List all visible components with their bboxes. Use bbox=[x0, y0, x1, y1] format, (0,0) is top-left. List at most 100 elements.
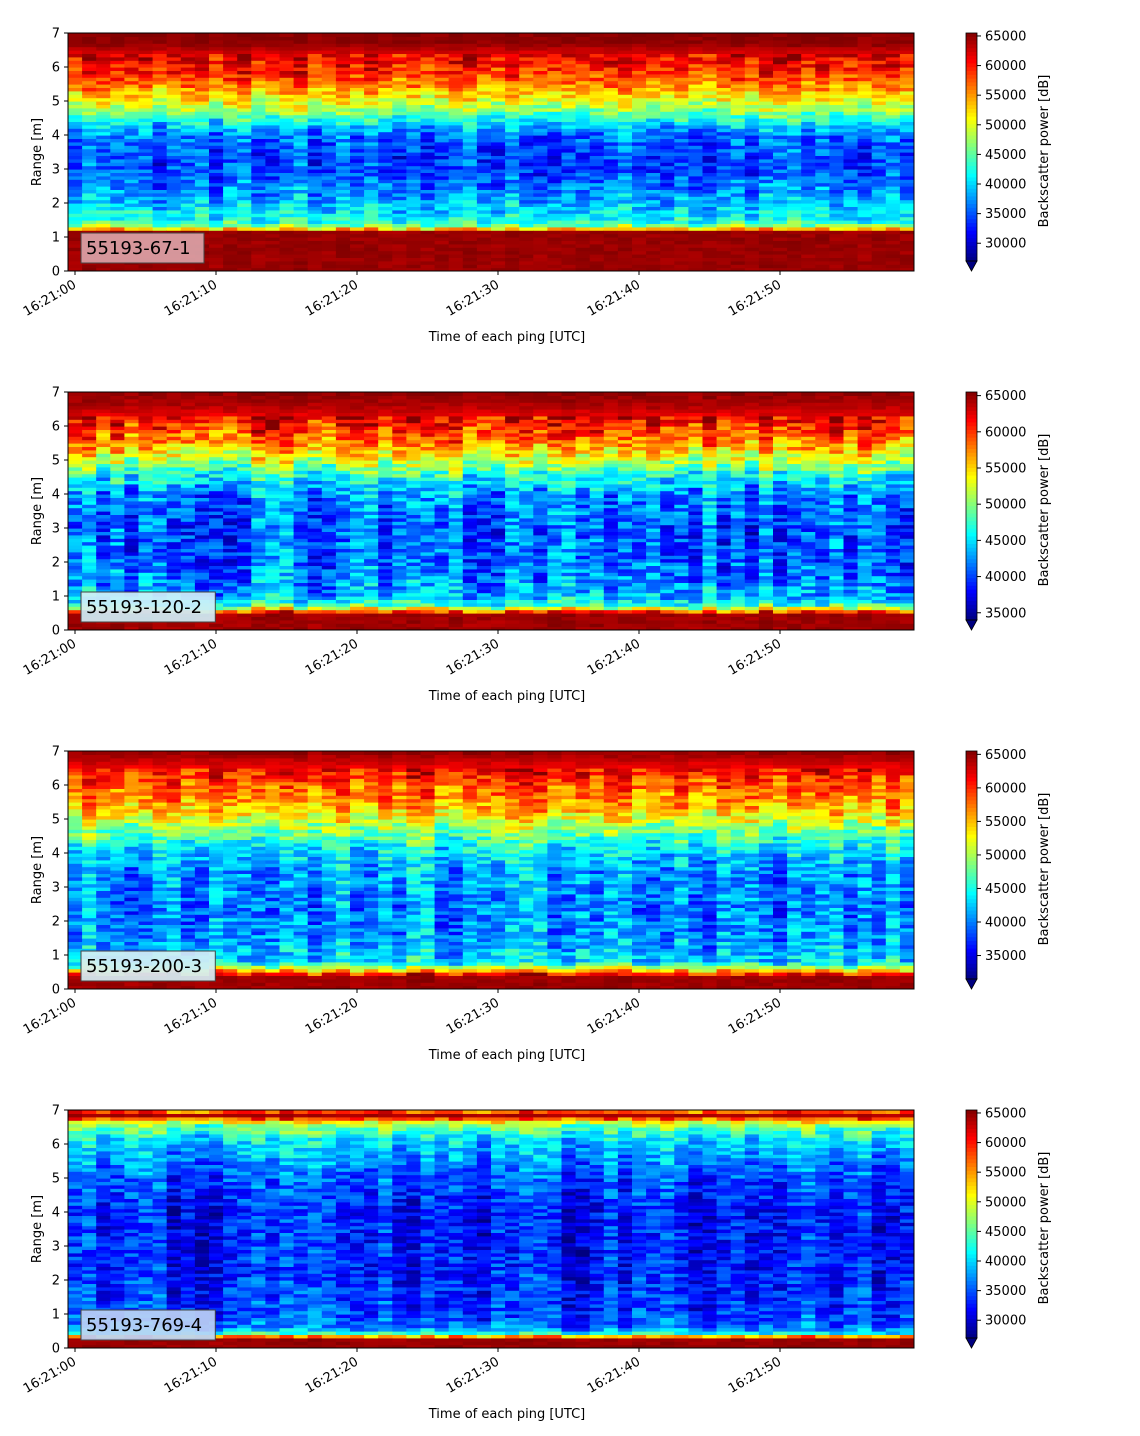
x-tick-label: 16:21:20 bbox=[303, 636, 361, 678]
colorbar-tick-label: 35000 bbox=[985, 606, 1026, 621]
y-tick-label: 2 bbox=[52, 1274, 60, 1289]
colorbar-tick-label: 40000 bbox=[985, 570, 1026, 585]
y-tick-label: 0 bbox=[52, 1342, 60, 1357]
plot-frame bbox=[67, 32, 915, 272]
colorbar-extend-min bbox=[965, 978, 978, 990]
y-axis-label: Range [m] bbox=[30, 118, 45, 186]
colorbar-tick-label: 60000 bbox=[985, 1136, 1026, 1151]
y-tick-label: 4 bbox=[52, 129, 60, 144]
colorbar-tick-label: 65000 bbox=[985, 748, 1026, 763]
x-tick-label: 16:21:10 bbox=[162, 995, 220, 1037]
x-tick-label: 16:21:20 bbox=[303, 277, 361, 319]
y-tick-label: 3 bbox=[52, 163, 60, 178]
y-tick-label: 1 bbox=[52, 231, 60, 246]
x-tick-label: 16:21:00 bbox=[21, 995, 79, 1037]
colorbar-tick-label: 45000 bbox=[985, 882, 1026, 897]
colorbar-tick-label: 35000 bbox=[985, 207, 1026, 222]
colorbar-tick-label: 30000 bbox=[985, 237, 1026, 252]
y-tick-label: 6 bbox=[52, 779, 60, 794]
x-tick-label: 16:21:40 bbox=[585, 995, 643, 1037]
y-tick-label: 7 bbox=[52, 745, 60, 760]
colorbar-tick-label: 65000 bbox=[985, 29, 1026, 44]
colorbar: 35000 40000 45000 50000 55000 60000 65000 Backs… bbox=[965, 748, 1052, 990]
heatmap-cells bbox=[68, 1110, 914, 1348]
panel-4: 0 1 2 3 4 5 6 7 16:21:00 16:21:10 16:21:20 16:21:30… bbox=[21, 1104, 1052, 1423]
heatmap-cells bbox=[68, 33, 914, 271]
colorbar-extend-min bbox=[965, 260, 978, 272]
x-tick-label: 16:21:00 bbox=[21, 636, 79, 678]
x-tick-label: 16:21:40 bbox=[585, 636, 643, 678]
colorbar-label: Backscatter power [dB] bbox=[1037, 75, 1052, 228]
x-tick-label: 16:21:00 bbox=[21, 1354, 79, 1396]
colorbar-tick-label: 40000 bbox=[985, 1255, 1026, 1270]
colorbar-tick-label: 50000 bbox=[985, 118, 1026, 133]
x-axis-label: Time of each ping [UTC] bbox=[428, 330, 586, 345]
colorbar-tick-label: 45000 bbox=[985, 148, 1026, 163]
y-axis-label: Range [m] bbox=[30, 1195, 45, 1263]
x-axis-label: Time of each ping [UTC] bbox=[428, 689, 586, 704]
panel-label-box bbox=[80, 591, 216, 623]
y-tick-label: 0 bbox=[52, 624, 60, 639]
y-tick-label: 7 bbox=[52, 1104, 60, 1119]
colorbar-extend-min bbox=[965, 619, 978, 631]
colorbar-tick-label: 55000 bbox=[985, 1166, 1026, 1181]
x-tick-label: 16:21:10 bbox=[162, 636, 220, 678]
colorbar: 30000 35000 40000 45000 50000 55000 60000 65000… bbox=[965, 29, 1052, 272]
colorbar-tick-label: 60000 bbox=[985, 425, 1026, 440]
plot-frame bbox=[67, 750, 915, 990]
colorbar-frame bbox=[965, 1109, 978, 1339]
y-tick-label: 3 bbox=[52, 522, 60, 537]
y-tick-label: 5 bbox=[52, 1172, 60, 1187]
colorbar-tick-label: 35000 bbox=[985, 949, 1026, 964]
y-tick-label: 1 bbox=[52, 949, 60, 964]
x-axis-label: Time of each ping [UTC] bbox=[428, 1407, 586, 1422]
colorbar-label: Backscatter power [dB] bbox=[1037, 1152, 1052, 1305]
heatmap-cells bbox=[68, 751, 914, 989]
x-tick-label: 16:21:30 bbox=[444, 995, 502, 1037]
x-axis-label: Time of each ping [UTC] bbox=[428, 1048, 586, 1063]
y-tick-label: 3 bbox=[52, 1240, 60, 1255]
plot-frame bbox=[67, 1109, 915, 1349]
x-tick-label: 16:21:50 bbox=[726, 277, 784, 319]
y-tick-label: 1 bbox=[52, 590, 60, 605]
colorbar-label: Backscatter power [dB] bbox=[1037, 434, 1052, 587]
panel-1: 0 1 2 3 4 5 6 7 16:21:00 16:21:10 16:21:20 16:21:30… bbox=[21, 27, 1052, 346]
y-tick-label: 5 bbox=[52, 454, 60, 469]
panel-label: 55193-67-1 bbox=[86, 238, 191, 259]
colorbar-frame bbox=[965, 391, 978, 621]
colorbar-tick-label: 30000 bbox=[985, 1314, 1026, 1329]
y-axis-label: Range [m] bbox=[30, 836, 45, 904]
colorbar-tick-label: 65000 bbox=[985, 1106, 1026, 1121]
colorbar-tick-label: 50000 bbox=[985, 498, 1026, 513]
colorbar-tick-label: 50000 bbox=[985, 848, 1026, 863]
colorbar-tick-label: 35000 bbox=[985, 1284, 1026, 1299]
y-tick-label: 2 bbox=[52, 915, 60, 930]
y-tick-label: 7 bbox=[52, 27, 60, 42]
panel-label-box bbox=[80, 1309, 216, 1341]
x-tick-label: 16:21:30 bbox=[444, 636, 502, 678]
y-tick-label: 0 bbox=[52, 265, 60, 280]
colorbar-tick-label: 55000 bbox=[985, 89, 1026, 104]
x-tick-label: 16:21:50 bbox=[726, 636, 784, 678]
colorbar-tick-label: 55000 bbox=[985, 815, 1026, 830]
y-tick-label: 6 bbox=[52, 61, 60, 76]
x-tick-label: 16:21:30 bbox=[444, 277, 502, 319]
y-tick-label: 2 bbox=[52, 556, 60, 571]
colorbar-tick-label: 45000 bbox=[985, 1225, 1026, 1240]
panel-label: 55193-120-2 bbox=[86, 597, 202, 618]
panel-label-box bbox=[80, 232, 205, 264]
panel-label: 55193-769-4 bbox=[86, 1315, 202, 1336]
y-tick-label: 3 bbox=[52, 881, 60, 896]
x-tick-label: 16:21:30 bbox=[444, 1354, 502, 1396]
y-tick-label: 7 bbox=[52, 386, 60, 401]
colorbar-tick-label: 40000 bbox=[985, 178, 1026, 193]
y-axis-label: Range [m] bbox=[30, 477, 45, 545]
x-tick-label: 16:21:50 bbox=[726, 1354, 784, 1396]
x-tick-label: 16:21:10 bbox=[162, 1354, 220, 1396]
y-tick-label: 0 bbox=[52, 983, 60, 998]
panel-label-box bbox=[80, 950, 216, 982]
x-tick-label: 16:21:20 bbox=[303, 995, 361, 1037]
colorbar-extend-min bbox=[965, 1337, 978, 1349]
plot-frame bbox=[67, 391, 915, 631]
